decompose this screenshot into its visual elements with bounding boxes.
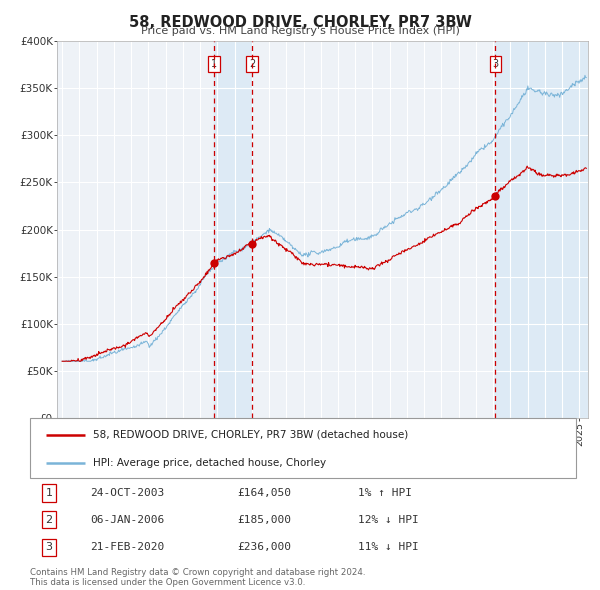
Text: 2: 2 bbox=[249, 59, 255, 69]
Text: £164,050: £164,050 bbox=[238, 488, 292, 498]
Text: 3: 3 bbox=[46, 542, 53, 552]
Bar bbox=[214, 41, 252, 418]
Text: 24-OCT-2003: 24-OCT-2003 bbox=[90, 488, 164, 498]
Text: 06-JAN-2006: 06-JAN-2006 bbox=[90, 515, 164, 525]
Text: Price paid vs. HM Land Registry's House Price Index (HPI): Price paid vs. HM Land Registry's House … bbox=[140, 26, 460, 36]
Text: £185,000: £185,000 bbox=[238, 515, 292, 525]
Text: Contains HM Land Registry data © Crown copyright and database right 2024.: Contains HM Land Registry data © Crown c… bbox=[30, 568, 365, 576]
Text: 58, REDWOOD DRIVE, CHORLEY, PR7 3BW: 58, REDWOOD DRIVE, CHORLEY, PR7 3BW bbox=[128, 15, 472, 30]
Text: 12% ↓ HPI: 12% ↓ HPI bbox=[358, 515, 418, 525]
Text: 1: 1 bbox=[46, 488, 53, 498]
Text: HPI: Average price, detached house, Chorley: HPI: Average price, detached house, Chor… bbox=[93, 458, 326, 468]
Text: 1% ↑ HPI: 1% ↑ HPI bbox=[358, 488, 412, 498]
Text: This data is licensed under the Open Government Licence v3.0.: This data is licensed under the Open Gov… bbox=[30, 578, 305, 587]
Text: 11% ↓ HPI: 11% ↓ HPI bbox=[358, 542, 418, 552]
Text: 21-FEB-2020: 21-FEB-2020 bbox=[90, 542, 164, 552]
Text: 2: 2 bbox=[46, 515, 53, 525]
Text: 1: 1 bbox=[211, 59, 217, 69]
Text: 58, REDWOOD DRIVE, CHORLEY, PR7 3BW (detached house): 58, REDWOOD DRIVE, CHORLEY, PR7 3BW (det… bbox=[93, 430, 408, 440]
Bar bbox=[496, 41, 592, 418]
Text: 3: 3 bbox=[493, 59, 499, 69]
FancyBboxPatch shape bbox=[30, 418, 576, 478]
Text: £236,000: £236,000 bbox=[238, 542, 292, 552]
